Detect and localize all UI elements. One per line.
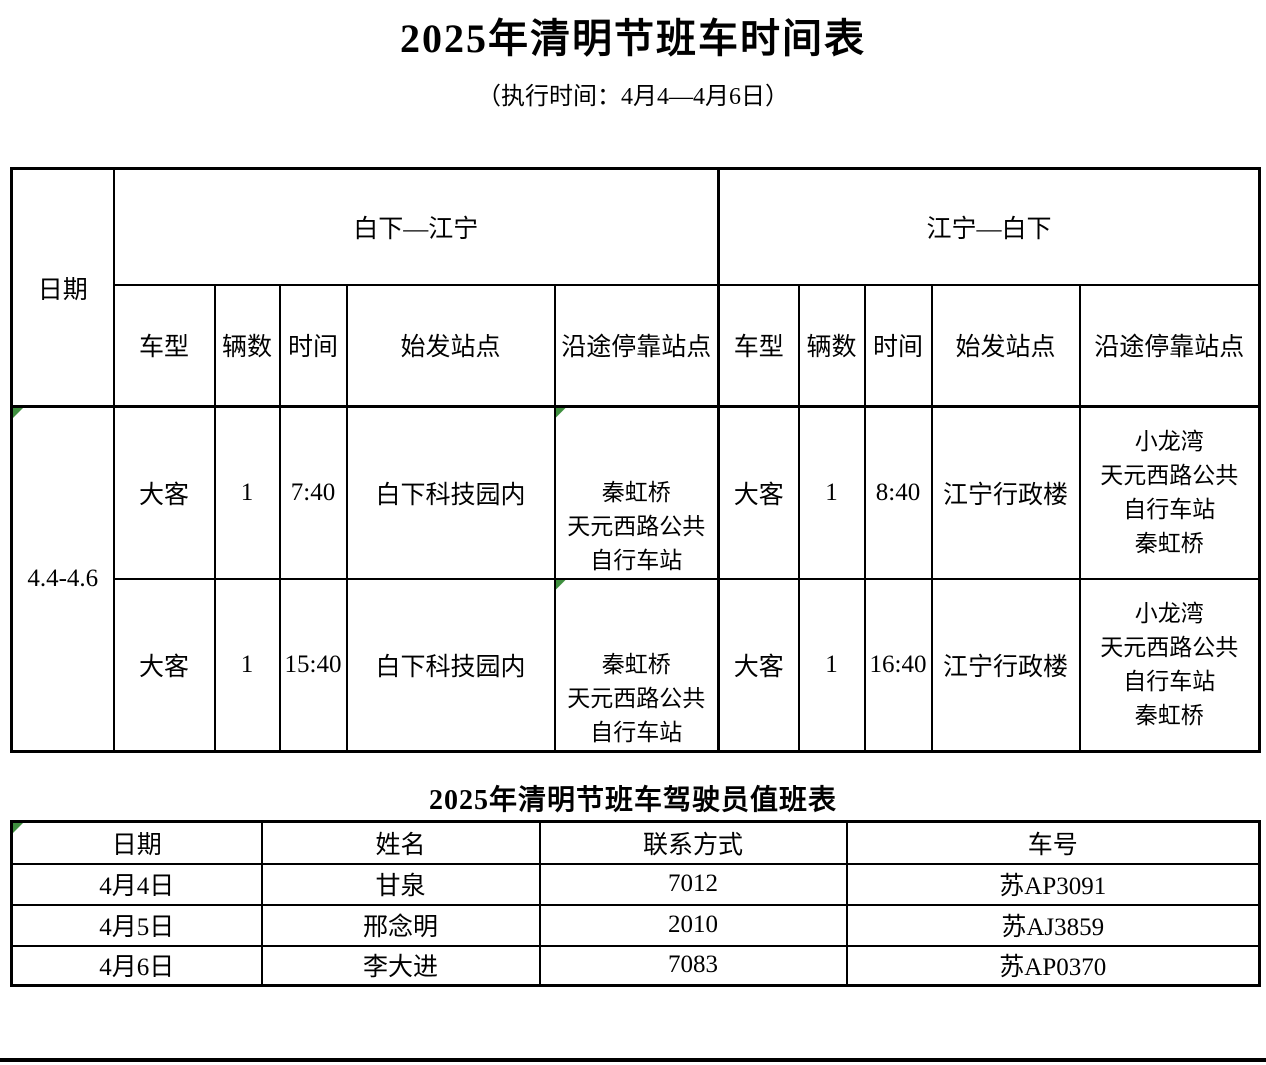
cell-time: 8:40 xyxy=(863,405,933,580)
subheader-count-left: 辆数 xyxy=(213,283,281,408)
duty-header-contact: 联系方式 xyxy=(538,820,848,865)
subheader-bus-type-left: 车型 xyxy=(112,283,216,408)
date-header-cell: 日期 xyxy=(10,167,115,408)
duty-row: 4月6日 李大进 7083 苏AP0370 xyxy=(10,944,1261,987)
duty-table: 日期 姓名 联系方式 车号 4月4日 甘泉 7012 苏AP3091 4月5日 … xyxy=(10,820,1261,987)
cell-stops: 小龙湾 天元西路公共 自行车站 秦虹桥 xyxy=(1078,578,1261,753)
duty-cell-name: 李大进 xyxy=(260,944,541,987)
stops-text: 秦虹桥 天元西路公共 自行车站 xyxy=(567,652,706,745)
cell-stops: 小龙湾 天元西路公共 自行车站 秦虹桥 xyxy=(1078,405,1261,580)
date-value-cell: 4.4-4.6 xyxy=(10,405,115,753)
cell-time: 16:40 xyxy=(863,578,933,753)
subheader-origin-right: 始发站点 xyxy=(930,283,1081,408)
subheader-time-right: 时间 xyxy=(863,283,933,408)
page-subtitle: （执行时间：4月4—4月6日） xyxy=(477,84,789,110)
subheader-stops-right: 沿途停靠站点 xyxy=(1078,283,1261,408)
direction-header-jiangning-baixia: 江宁—白下 xyxy=(717,167,1261,286)
duty-cell-name: 甘泉 xyxy=(260,862,541,906)
duty-header-name: 姓名 xyxy=(260,820,541,865)
error-indicator-icon xyxy=(13,409,23,418)
direction-header-baixia-jiangning: 白下—江宁 xyxy=(112,167,720,286)
cell-time: 15:40 xyxy=(278,578,348,753)
duty-cell-name: 邢念明 xyxy=(260,903,541,947)
cell-count: 1 xyxy=(797,405,866,580)
error-indicator-icon xyxy=(556,580,566,590)
duty-cell-plate: 苏AJ3859 xyxy=(845,903,1261,947)
subheader-time-left: 时间 xyxy=(278,283,348,408)
error-indicator-icon xyxy=(13,823,23,833)
duty-cell-plate: 苏AP3091 xyxy=(845,862,1261,906)
cell-origin: 白下科技园内 xyxy=(345,578,556,753)
page-title: 2025年清明节班车时间表 xyxy=(400,16,866,61)
cell-bus-type: 大客 xyxy=(112,405,216,580)
cell-origin: 江宁行政楼 xyxy=(930,405,1081,580)
cell-origin: 白下科技园内 xyxy=(345,405,556,580)
cell-time: 7:40 xyxy=(278,405,348,580)
cell-bus-type: 大客 xyxy=(717,405,800,580)
subheader-stops-left: 沿途停靠站点 xyxy=(553,283,720,408)
duty-cell-contact: 7012 xyxy=(538,862,848,906)
duty-cell-contact: 2010 xyxy=(538,903,848,947)
duty-cell-date: 4月6日 xyxy=(10,944,263,987)
subheader-origin-left: 始发站点 xyxy=(345,283,556,408)
schedule-table: 日期 白下—江宁 江宁—白下 车型 辆数 时间 始发站点 沿途停靠站点 车型 辆… xyxy=(10,167,1262,753)
duty-row: 4月4日 甘泉 7012 苏AP3091 xyxy=(10,862,1261,906)
duty-row: 4月5日 邢念明 2010 苏AJ3859 xyxy=(10,903,1261,947)
stops-text: 秦虹桥 天元西路公共 自行车站 xyxy=(567,480,706,573)
duty-header-date: 日期 xyxy=(10,820,263,865)
cell-stops: 秦虹桥 天元西路公共 自行车站 xyxy=(553,405,720,580)
cell-origin: 江宁行政楼 xyxy=(930,578,1081,753)
page-bottom-rule xyxy=(0,1058,1266,1062)
duty-cell-date: 4月5日 xyxy=(10,903,263,947)
cell-bus-type: 大客 xyxy=(717,578,800,753)
duty-header-plate: 车号 xyxy=(845,820,1261,865)
cell-bus-type: 大客 xyxy=(112,578,216,753)
subheader-bus-type-right: 车型 xyxy=(717,283,800,408)
duty-cell-contact: 7083 xyxy=(538,944,848,987)
cell-count: 1 xyxy=(213,578,281,753)
duty-cell-plate: 苏AP0370 xyxy=(845,944,1261,987)
cell-stops: 秦虹桥 天元西路公共 自行车站 xyxy=(553,578,720,753)
error-indicator-icon xyxy=(556,409,566,418)
duty-table-title: 2025年清明节班车驾驶员值班表 xyxy=(428,785,837,816)
cell-count: 1 xyxy=(797,578,866,753)
duty-cell-date: 4月4日 xyxy=(10,862,263,906)
duty-header-date-label: 日期 xyxy=(111,831,162,859)
date-value: 4.4-4.6 xyxy=(27,565,99,592)
cell-count: 1 xyxy=(213,405,281,580)
subheader-count-right: 辆数 xyxy=(797,283,866,408)
